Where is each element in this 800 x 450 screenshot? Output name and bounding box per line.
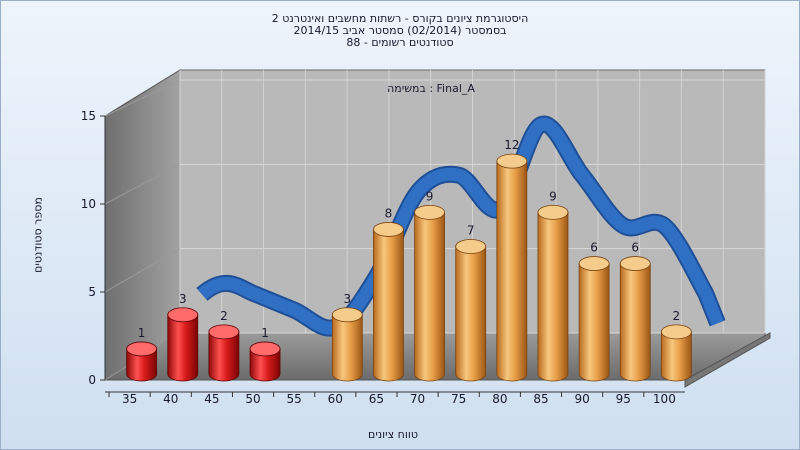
- y-tick-label: 10: [81, 197, 96, 211]
- chart-title-line-1: היסטוגרמת ציונים בקורס - רשתות מחשבים וא…: [271, 12, 529, 25]
- histogram-bar: [496, 153, 528, 382]
- x-tick-label: 95: [616, 392, 631, 406]
- task-annotation: במשימה : Final_A: [387, 82, 475, 95]
- chart-title-line-2: בסמסטר (02/2014) סמסטר אביב 2014/15: [293, 24, 507, 37]
- bar-value-label: 1: [261, 326, 269, 340]
- bar-body: [537, 211, 569, 382]
- bar-top: [208, 324, 240, 340]
- bar-body: [619, 263, 651, 382]
- x-tick-label: 55: [287, 392, 302, 406]
- floor-edge: [684, 332, 771, 388]
- bar-top: [167, 307, 199, 323]
- bar-value-label: 2: [673, 309, 681, 323]
- bar-top: [414, 204, 445, 220]
- chart-title-line-3: סטודנטים רשומים - 88: [346, 36, 454, 49]
- x-tick-label: 70: [410, 392, 425, 406]
- histogram-bar: [249, 341, 281, 382]
- bar-value-label: 1: [138, 326, 146, 340]
- distribution-curve: [197, 117, 724, 335]
- histogram-bar: [578, 256, 610, 382]
- histogram-bar: [455, 239, 487, 382]
- bar-value-label: 3: [343, 292, 351, 306]
- x-axis-label: טווח ציונים: [368, 428, 418, 441]
- bar-top: [578, 256, 610, 271]
- bar-top: [660, 324, 692, 340]
- bar-value-label: 8: [385, 206, 393, 220]
- x-tick-label: 100: [653, 392, 676, 406]
- bar-value-label: 3: [179, 292, 187, 306]
- histogram-bar: [208, 324, 240, 382]
- bar-body: [660, 331, 692, 382]
- bar-value-label: 9: [549, 189, 557, 203]
- bar-body: [455, 246, 487, 382]
- histogram-bar: [373, 222, 404, 382]
- bar-body: [496, 160, 528, 382]
- histogram-bar: [537, 204, 569, 382]
- gridline-side: [104, 79, 181, 117]
- x-tick-label: 85: [533, 392, 548, 406]
- x-tick-label: 40: [163, 392, 178, 406]
- bar-top: [619, 256, 651, 271]
- x-tick-label: 80: [492, 392, 507, 406]
- histogram-bar: [126, 341, 158, 382]
- gridline-side: [104, 248, 181, 293]
- y-tick-label: 0: [88, 373, 96, 387]
- histogram-bar: [619, 256, 651, 382]
- x-tick-label: 90: [574, 392, 589, 406]
- bar-top: [331, 307, 363, 323]
- y-tick-label: 5: [88, 285, 96, 299]
- x-tick-label: 60: [328, 392, 343, 406]
- histogram-bar: [414, 204, 445, 382]
- histogram-bar: [331, 307, 363, 382]
- x-tick-label: 65: [369, 392, 384, 406]
- y-tick-label: 15: [81, 109, 96, 123]
- gridline-side: [104, 163, 181, 205]
- bar-body: [373, 229, 404, 382]
- x-tick-label: 35: [122, 392, 137, 406]
- bar-body: [167, 314, 199, 382]
- bar-value-label: 12: [504, 138, 519, 152]
- x-tick-label: 45: [204, 392, 219, 406]
- bar-top: [126, 341, 158, 357]
- bar-top: [249, 341, 281, 357]
- bar-value-label: 9: [426, 189, 434, 203]
- histogram-bar: [660, 324, 692, 382]
- bar-top: [455, 239, 487, 254]
- bar-body: [414, 211, 445, 382]
- x-tick-label: 75: [451, 392, 466, 406]
- bar-body: [208, 331, 240, 382]
- x-tick-label: 50: [245, 392, 260, 406]
- bar-top: [537, 204, 569, 220]
- bar-value-label: 6: [590, 241, 598, 255]
- bar-body: [249, 348, 281, 382]
- bar-value-label: 7: [467, 223, 475, 237]
- histogram-bar: [167, 307, 199, 382]
- bar-top: [496, 153, 528, 169]
- bar-top: [373, 222, 404, 237]
- bar-value-label: 6: [631, 241, 639, 255]
- bar-value-label: 2: [220, 309, 228, 323]
- bar-body: [331, 314, 363, 382]
- bar-body: [578, 263, 610, 382]
- bar-body: [126, 348, 158, 382]
